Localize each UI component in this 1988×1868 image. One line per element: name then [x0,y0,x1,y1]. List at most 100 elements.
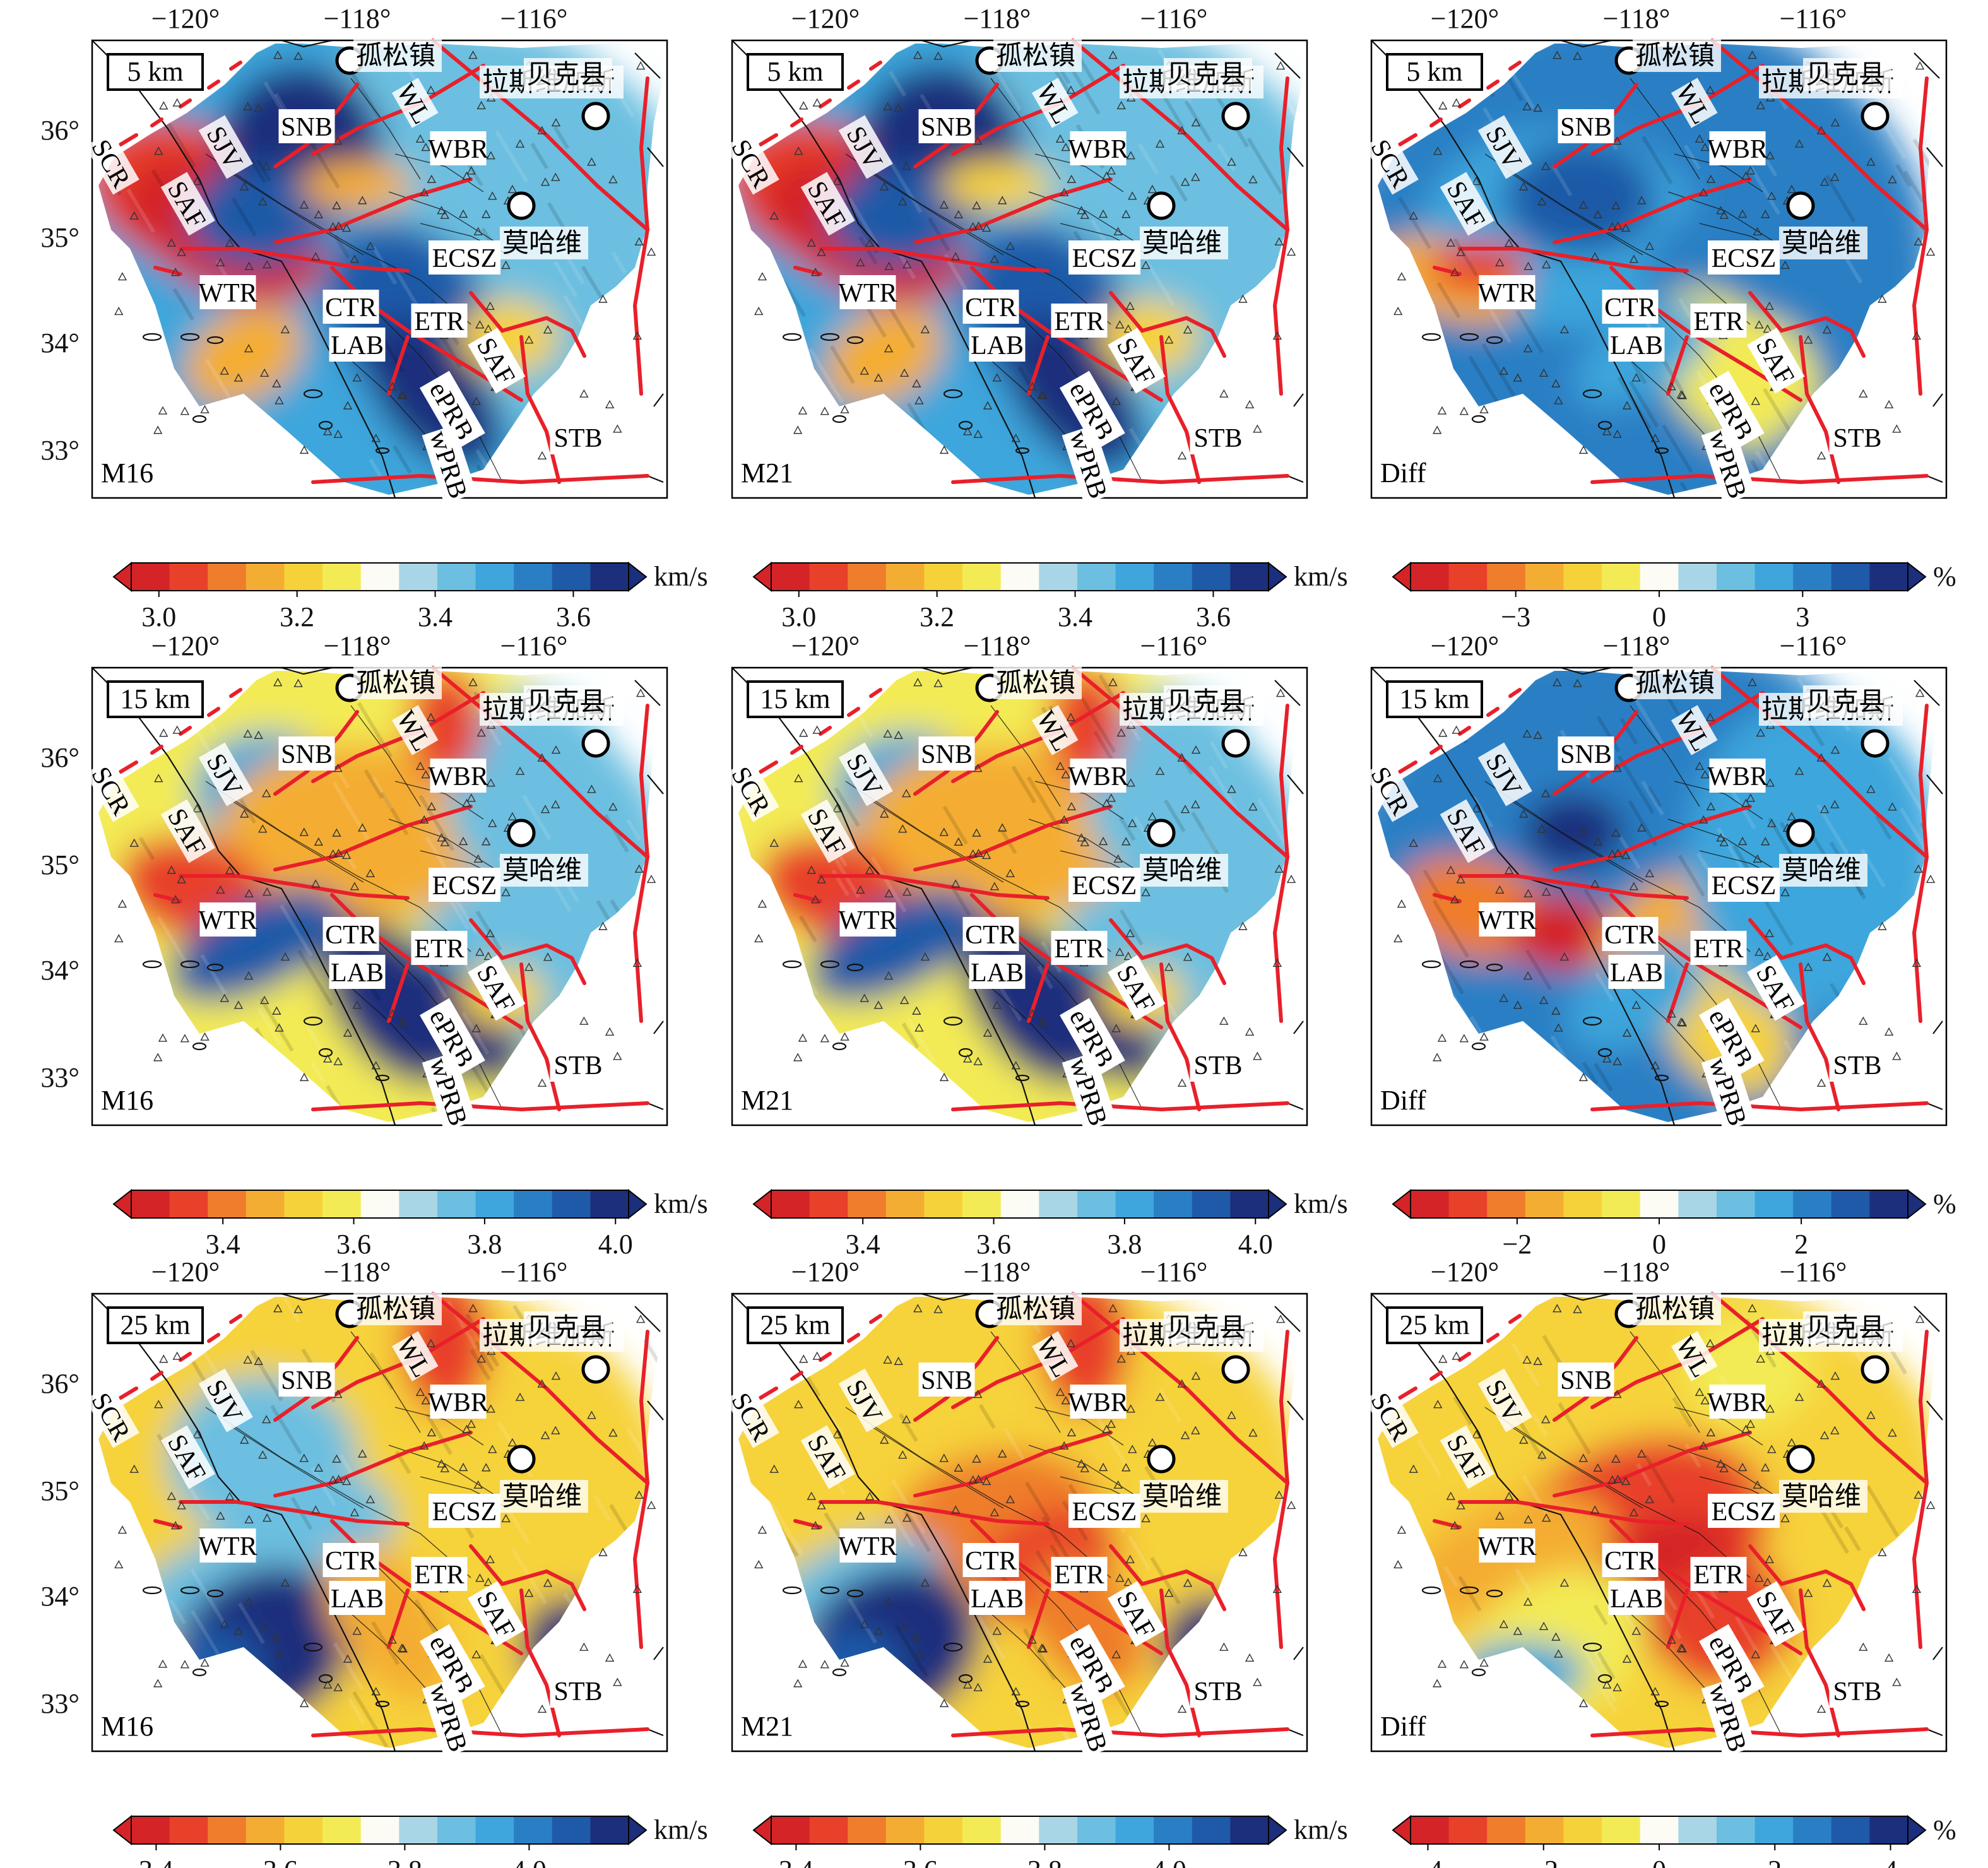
island [206,963,224,972]
region-label: SNB [918,736,975,771]
city-label: 孤松镇 [356,1293,435,1324]
province-boundary [1272,704,1290,1023]
station-marker [1780,260,1790,269]
station-marker [1753,227,1762,235]
region-label-text: WBR [1068,135,1128,164]
station-marker [1751,1650,1760,1658]
station-marker [1155,766,1165,775]
station-marker [1645,1494,1654,1504]
fault-trace [1674,781,1763,820]
station-marker [485,928,495,938]
station-marker [1705,712,1715,721]
province-boundary [469,291,586,358]
station-marker [990,1508,1000,1516]
station-marker [1892,1677,1902,1686]
station-marker [440,837,449,846]
province-boundary [1912,1330,1929,1649]
station-marker [427,174,437,183]
station-marker [632,1584,642,1593]
station-marker [129,838,139,847]
fault-trace [870,1426,1004,1509]
station-marker [328,849,338,858]
station-marker [1219,1016,1229,1025]
station-marker [462,171,471,180]
station-marker [1038,391,1048,399]
station-marker [466,166,476,175]
station-marker [920,952,930,961]
station-marker [1612,764,1622,772]
station-marker [343,401,353,410]
station-marker [1523,1597,1533,1606]
region-label: CTR [322,917,379,951]
station-marker [992,1626,1002,1635]
province-boundary [913,177,1113,244]
station-marker [1227,157,1236,166]
station-marker [998,1449,1007,1458]
station-marker [352,373,362,382]
island [832,1042,847,1051]
station-marker [1272,1584,1282,1593]
region-label: STB [550,420,606,454]
station-marker [1066,712,1075,721]
province-boundary [1553,805,1752,872]
city-marker [1786,1445,1815,1474]
station-marker [1522,729,1532,738]
station-marker [1038,1018,1048,1027]
station-marker [1533,103,1542,112]
station-marker [1446,1491,1455,1500]
island [1421,960,1441,969]
station-marker [1612,1056,1622,1065]
fault-trace [1484,781,1751,952]
depth-box [107,680,204,718]
province-boundary [1159,335,1201,484]
station-marker [974,848,983,858]
station-marker [968,849,978,858]
colorbar-tick: 3.8 [467,1229,502,1260]
longitude-tick: −116° [1780,3,1847,34]
station-marker [1519,1435,1529,1444]
station-marker [420,1441,429,1450]
station-marker [1650,434,1660,442]
region-label: ECSZ [1708,1494,1780,1528]
station-marker [129,211,139,220]
station-marker [1111,1024,1121,1032]
station-marker [468,1304,478,1313]
island [1471,1042,1486,1051]
station-marker [914,1649,924,1658]
island [318,1048,333,1058]
station-marker [1816,451,1826,459]
region-label-text: ECSZ [1072,1498,1137,1527]
station-marker [262,789,271,798]
station-marker [974,1474,983,1484]
station-marker [1765,778,1775,787]
station-marker [1892,1051,1902,1060]
station-marker [398,391,408,399]
station-marker [1238,294,1248,303]
province-boundary [179,247,410,273]
region-label-text: LAB [1610,1585,1663,1614]
station-marker [832,176,842,186]
station-marker [1554,1023,1563,1032]
station-marker [543,952,553,961]
station-marker [358,1449,367,1458]
station-marker [1450,895,1460,904]
province-boundary [179,1500,410,1526]
station-marker [551,118,561,127]
station-marker [299,827,309,836]
station-marker [1816,1078,1826,1087]
station-marker [1741,1424,1751,1433]
station-marker [1121,1463,1131,1472]
fault-trace [350,1331,421,1433]
station-marker [200,405,210,413]
station-marker [1128,191,1137,200]
station-marker [983,401,993,410]
region-label: SNB [918,109,975,143]
station-marker [388,1009,397,1018]
station-marker [636,689,646,697]
station-marker [1613,848,1623,858]
station-marker [1859,1642,1868,1651]
station-marker [1438,728,1448,737]
station-marker [951,879,961,888]
station-marker [1621,223,1631,232]
